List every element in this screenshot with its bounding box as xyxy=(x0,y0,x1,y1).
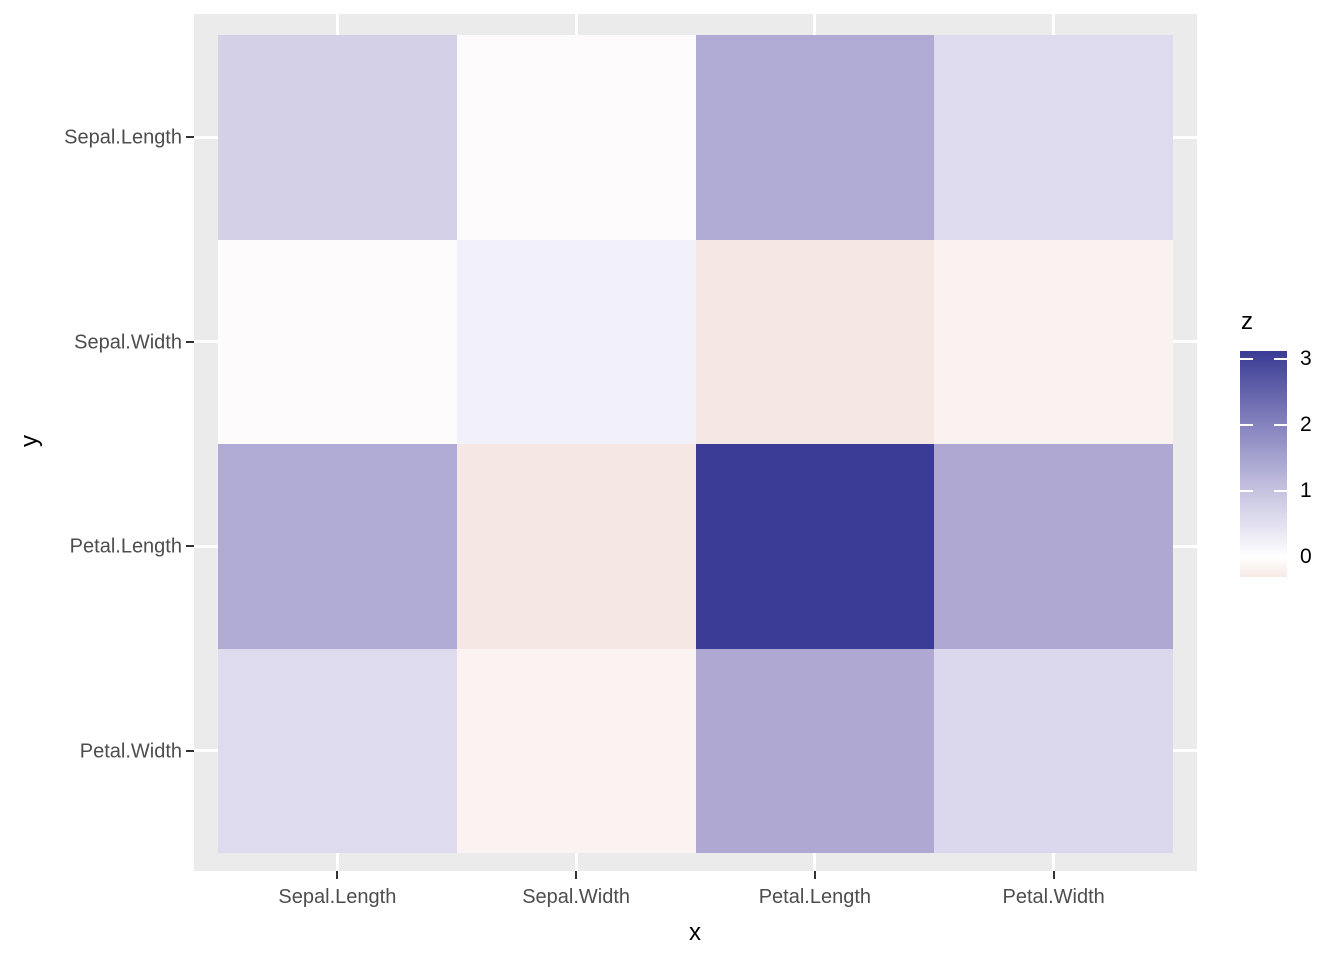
heatmap-tiles xyxy=(218,35,1173,853)
y-axis-tick xyxy=(186,545,194,548)
y-axis-title: y xyxy=(16,435,43,447)
x-axis-title: x xyxy=(689,919,701,946)
legend-tick-mark-right xyxy=(1274,424,1287,426)
legend-tick-mark-left xyxy=(1240,490,1253,493)
heatmap-cell-Sepal.Length-x-Petal.Length xyxy=(695,35,935,240)
legend-tick-mark-left xyxy=(1240,424,1253,426)
plot-panel xyxy=(194,14,1197,871)
y-tick-label: Petal.Width xyxy=(79,740,182,763)
heatmap-cell-Petal.Length-x-Sepal.Length xyxy=(218,444,457,649)
x-axis-tick xyxy=(575,871,578,879)
y-axis-tick xyxy=(186,340,194,343)
x-axis-tick xyxy=(813,871,816,879)
heatmap-cell-Sepal.Width-x-Sepal.Width xyxy=(456,239,696,444)
heatmap-cell-Petal.Length-x-Petal.Width xyxy=(934,444,1173,649)
heatmap-cell-Petal.Length-x-Petal.Length xyxy=(695,444,935,649)
x-tick-label: Petal.Width xyxy=(1002,886,1105,908)
heatmap-cell-Sepal.Width-x-Petal.Length xyxy=(695,239,935,444)
legend-tick-label: 3 xyxy=(1300,346,1312,370)
legend-title: z xyxy=(1241,308,1253,335)
y-axis-tick xyxy=(186,136,194,139)
heatmap-cell-Sepal.Width-x-Petal.Width xyxy=(934,239,1173,444)
heatmap-cell-Sepal.Length-x-Petal.Width xyxy=(934,35,1173,240)
legend-tick-label: 1 xyxy=(1300,479,1312,503)
x-tick-label: Sepal.Width xyxy=(522,886,631,908)
legend-tick-mark-right xyxy=(1274,490,1287,493)
y-tick-label: Sepal.Width xyxy=(74,331,182,354)
heatmap-cell-Petal.Width-x-Petal.Length xyxy=(695,648,935,853)
x-axis-tick xyxy=(336,871,339,879)
heatmap-cell-Sepal.Length-x-Sepal.Width xyxy=(456,35,696,240)
heatmap-cell-Petal.Width-x-Sepal.Length xyxy=(218,648,457,853)
legend-tick-label: 2 xyxy=(1300,413,1312,436)
heatmap-cell-Sepal.Width-x-Sepal.Length xyxy=(218,239,457,444)
legend-tick-mark-right xyxy=(1274,357,1287,360)
x-tick-label: Sepal.Length xyxy=(278,886,397,908)
y-tick-label: Petal.Length xyxy=(69,535,182,558)
heatmap-cell-Sepal.Length-x-Sepal.Length xyxy=(218,35,457,240)
heatmap-cell-Petal.Width-x-Sepal.Width xyxy=(456,648,696,853)
x-axis-tick xyxy=(1052,871,1055,879)
y-tick-label: Sepal.Length xyxy=(64,126,182,149)
legend-tick-label: 0 xyxy=(1300,545,1312,569)
legend-tick-mark-right xyxy=(1274,556,1287,559)
y-axis-tick xyxy=(186,749,194,752)
x-tick-label: Petal.Length xyxy=(758,886,872,908)
legend-colorbar xyxy=(1240,351,1287,577)
heatmap-cell-Petal.Width-x-Petal.Width xyxy=(934,648,1173,853)
legend-tick-mark-left xyxy=(1240,556,1253,559)
heatmap-cell-Petal.Length-x-Sepal.Width xyxy=(456,444,696,649)
legend-tick-mark-left xyxy=(1240,357,1253,360)
